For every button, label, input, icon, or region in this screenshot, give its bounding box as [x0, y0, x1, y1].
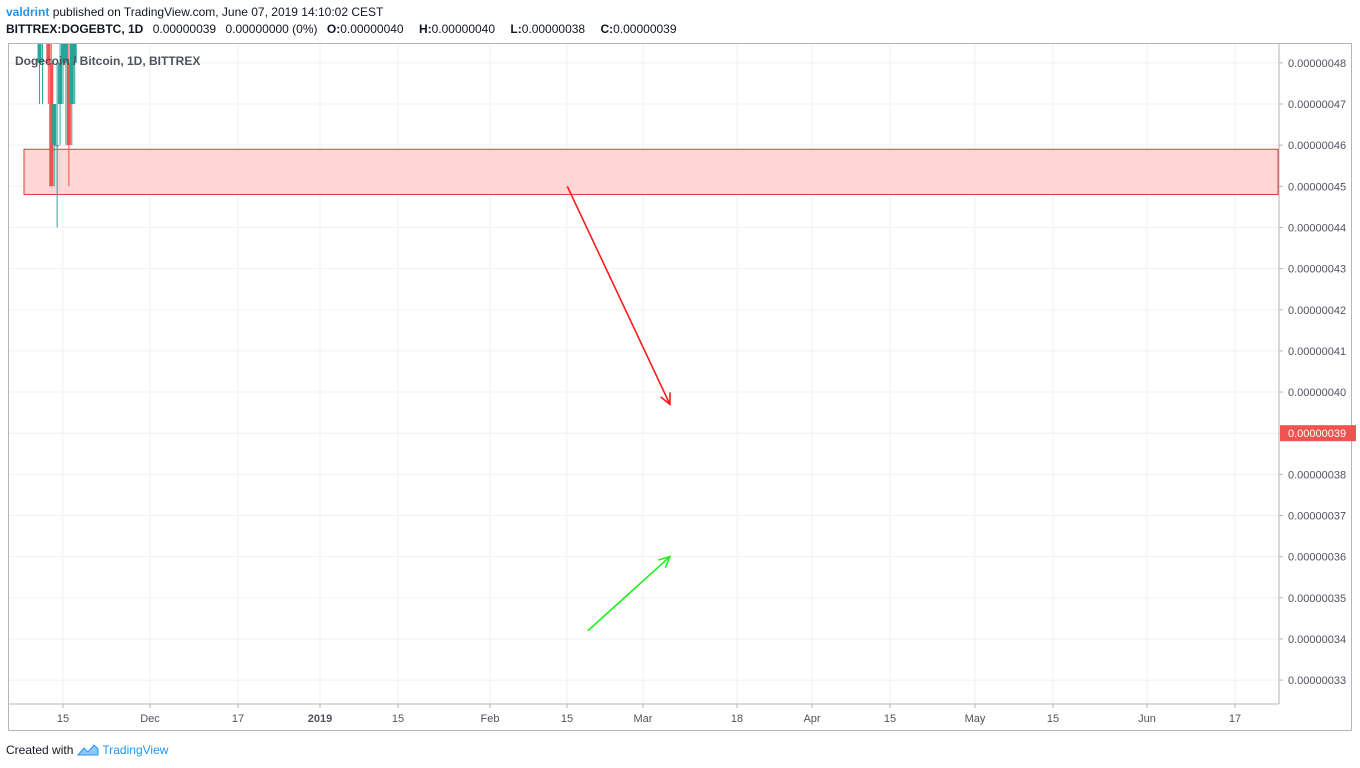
candle [52, 104, 57, 187]
time-axis: 15 Dec 17 2019 15 Feb 15 Mar 18 Apr 15 May 15 Jun 17 [57, 704, 1241, 725]
time-tick-label: 17 [232, 713, 244, 725]
candle [55, 62, 60, 228]
time-tick-label: Feb [481, 713, 500, 725]
price-tick-label: 0.00000033 [1288, 675, 1346, 687]
ohlc-low: L:0.00000038 [510, 22, 586, 36]
footer: Created with TradingView [6, 743, 168, 757]
time-tick-label: 15 [561, 713, 573, 725]
candle-body [46, 44, 51, 63]
price-tick-label: 0.00000038 [1288, 469, 1346, 481]
candle-body [49, 62, 54, 187]
last-price: 0.00000039 [152, 22, 217, 36]
time-tick-label: Mar [634, 713, 653, 725]
tradingview-link[interactable]: TradingView [77, 743, 168, 757]
tradingview-logo-icon [77, 744, 99, 756]
tradingview-brand-text: TradingView [102, 743, 169, 757]
time-tick-label: Dec [140, 713, 160, 725]
candle [66, 44, 71, 187]
plot-area [23, 22, 1279, 632]
candle [40, 22, 44, 104]
time-tick-label: 15 [884, 713, 896, 725]
grid [9, 44, 1279, 704]
time-tick-label: 17 [1229, 713, 1241, 725]
candle [72, 44, 77, 104]
candle [69, 44, 74, 146]
time-tick-label: Apr [803, 713, 820, 725]
publish-line: valdrint published on TradingView.com, J… [6, 5, 383, 19]
symbol-name: BITTREX:DOGEBTC, 1D [6, 22, 144, 36]
time-tick-label: 15 [392, 713, 404, 725]
candle [58, 44, 63, 146]
price-tick-label: 0.00000042 [1288, 305, 1346, 317]
author-link[interactable]: valdrint [6, 5, 50, 19]
candle-body [72, 44, 77, 63]
price-tick-label: 0.00000036 [1288, 552, 1346, 564]
price-tick-label: 0.00000046 [1288, 140, 1346, 152]
ohlc-open: O:0.00000040 [326, 22, 404, 36]
candle [49, 44, 54, 187]
candle [61, 44, 65, 104]
time-tick-label: Jun [1138, 713, 1156, 725]
price-tick-label: 0.00000044 [1288, 222, 1346, 234]
support-arrow-head [658, 555, 672, 569]
ohlc-close: C:0.00000039 [600, 22, 677, 36]
candle-body [58, 62, 63, 104]
candle-body [63, 44, 68, 63]
price-tick-label: 0.00000035 [1288, 593, 1346, 605]
candle-body [40, 22, 44, 23]
candle [63, 44, 68, 146]
time-tick-label: May [965, 713, 986, 725]
resistance-trendline [566, 185, 671, 405]
price-tick-label: 0.00000048 [1288, 58, 1346, 70]
created-with-text: Created with [6, 743, 74, 757]
price-tick-label: 0.00000034 [1288, 634, 1346, 646]
resistance-arrow-head [660, 392, 671, 407]
candle-body [61, 44, 65, 63]
ohlc-high: H:0.00000040 [418, 22, 496, 36]
time-tick-label: 2019 [308, 713, 332, 725]
time-tick-label: 15 [57, 713, 69, 725]
price-tick-label: 0.00000043 [1288, 264, 1346, 276]
price-tick-label: 0.00000041 [1288, 346, 1346, 358]
candle [46, 44, 51, 104]
candle-body [69, 44, 74, 105]
price-change: 0.00000000 (0%) [225, 22, 318, 36]
price-tick-label: 0.00000047 [1288, 99, 1346, 111]
candle [37, 44, 42, 104]
candle-body [52, 104, 57, 146]
candle-body [55, 145, 60, 147]
candle-body [66, 62, 71, 146]
chart-legend: Dogecoin / Bitcoin, 1D, BITTREX [15, 54, 201, 68]
price-tick-label: 0.00000040 [1288, 387, 1346, 399]
last-price-tag-bg [1280, 425, 1356, 442]
price-tick-label: 0.00000037 [1288, 511, 1346, 523]
support-trendline [587, 556, 671, 632]
time-tick-label: 15 [1047, 713, 1059, 725]
chart-frame[interactable] [8, 43, 1352, 731]
resistance-zone [23, 148, 1279, 196]
time-tick-label: 18 [731, 713, 743, 725]
symbol-line: BITTREX:DOGEBTC, 1D 0.00000039 0.0000000… [6, 22, 689, 36]
last-price-tag-label: 0.00000039 [1288, 428, 1346, 440]
published-text: published on TradingView.com, June 07, 2… [52, 5, 384, 19]
last-price-tag: 0.00000039 [1280, 425, 1356, 442]
candle-body [37, 44, 42, 63]
price-tick-label: 0.00000045 [1288, 181, 1346, 193]
price-axis: 0.00000048 0.00000047 0.00000046 0.00000045… [1279, 58, 1346, 687]
